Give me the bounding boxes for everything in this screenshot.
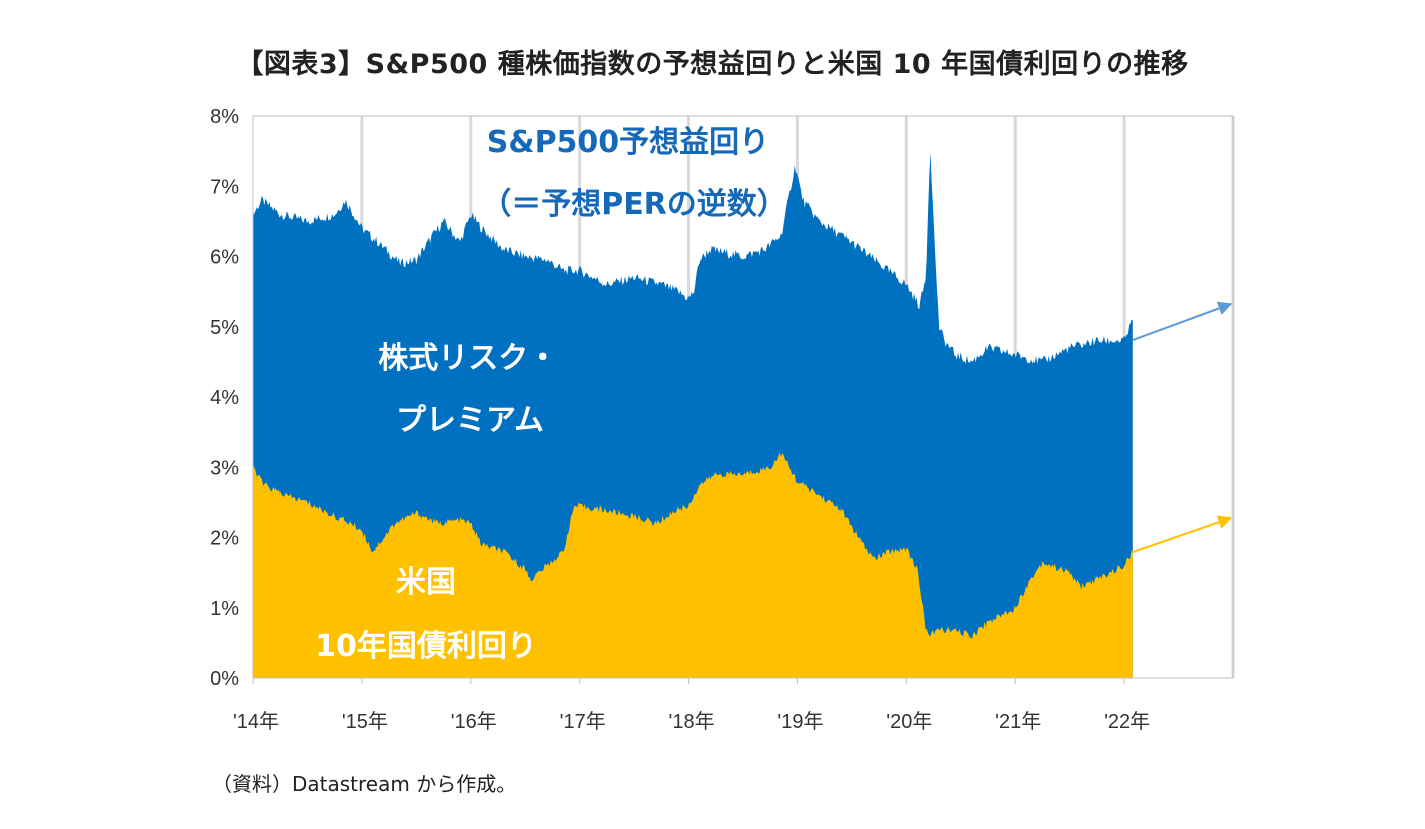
- chart-title: 【図表3】S&P500 種株価指数の予想益回りと米国 10 年国債利回りの推移: [236, 49, 1189, 80]
- x-tick-label: '17年: [560, 710, 606, 733]
- y-axis: 0% 1% 2% 3% 4% 5% 6% 7% 8%: [210, 106, 239, 690]
- x-tick-label: '14年: [233, 710, 279, 733]
- y-tick-label: 3%: [210, 457, 239, 479]
- y-tick-label: 0%: [210, 668, 239, 690]
- x-tick-label: '15年: [342, 710, 388, 733]
- x-tick-label: '21年: [995, 710, 1041, 733]
- risk-premium-label-line2: プレミアム: [396, 403, 544, 438]
- x-tick-label: '19年: [777, 710, 823, 733]
- risk-premium-label-line1: 株式リスク・: [378, 341, 557, 376]
- treasury-label-line1: 米国: [396, 565, 456, 600]
- x-tick-label: '16年: [451, 710, 497, 733]
- y-tick-label: 7%: [210, 176, 239, 198]
- y-tick-label: 6%: [210, 247, 239, 269]
- y-tick-label: 5%: [210, 317, 239, 339]
- plot-frame: [252, 115, 1234, 679]
- treasury-yield-area: [253, 452, 1133, 678]
- source-note: （資料）Datastream から作成。: [212, 772, 517, 796]
- y-tick-label: 1%: [210, 598, 239, 620]
- x-tick-label: '22年: [1104, 710, 1150, 733]
- earnings-yield-label: S&P500予想益回り: [487, 125, 769, 160]
- x-tick-label: '18年: [669, 710, 715, 733]
- treasury-yield-arrow: [1132, 515, 1233, 553]
- x-axis: '14年 '15年 '16年 '17年 '18年 '19年 '20年 '21年 '22年: [233, 678, 1150, 733]
- x-tick-label: '20年: [886, 710, 932, 733]
- y-tick-label: 8%: [210, 106, 239, 128]
- y-tick-label: 2%: [210, 528, 239, 550]
- earnings-yield-arrow: [1132, 301, 1233, 341]
- y-tick-label: 4%: [210, 387, 239, 409]
- treasury-label-line2: 10年国債利回り: [315, 629, 537, 664]
- earnings-yield-sublabel: （＝予想PERの逆数）: [481, 187, 787, 222]
